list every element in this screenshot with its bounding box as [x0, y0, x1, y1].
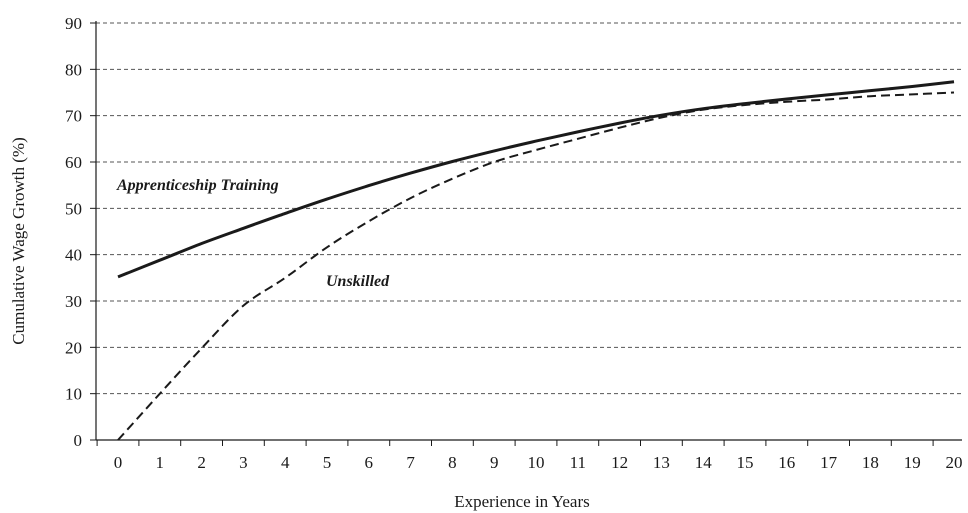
x-tick-label-5: 5 — [323, 453, 332, 472]
x-tick-label-4: 4 — [281, 453, 290, 472]
y-tick-label-70: 70 — [65, 107, 82, 126]
y-tick-label-20: 20 — [65, 338, 82, 357]
y-axis-ticks: 0 10 20 30 40 50 60 70 80 90 — [65, 14, 96, 450]
x-tick-label-11: 11 — [570, 453, 586, 472]
axes — [95, 21, 962, 441]
y-tick-label-10: 10 — [65, 385, 82, 404]
gridlines — [96, 22, 962, 395]
x-tick-label-0: 0 — [114, 453, 123, 472]
x-tick-label-3: 3 — [239, 453, 248, 472]
y-tick-label-40: 40 — [65, 246, 82, 265]
y-tick-label-90: 90 — [65, 14, 82, 33]
x-tick-label-16: 16 — [778, 453, 795, 472]
series-label-unskilled: Unskilled — [326, 273, 390, 290]
y-tick-label-30: 30 — [65, 292, 82, 311]
series-label-apprenticeship-training: Apprenticeship Training — [116, 177, 279, 194]
x-tick-label-7: 7 — [406, 453, 415, 472]
series-line-apprenticeship-training — [117, 80, 955, 279]
y-tick-label-60: 60 — [65, 153, 82, 172]
x-tick-label-8: 8 — [448, 453, 457, 472]
x-tick-label-6: 6 — [365, 453, 374, 472]
x-tick-label-15: 15 — [737, 453, 754, 472]
x-axis-label: Experience in Years — [454, 492, 590, 511]
x-tick-label-18: 18 — [862, 453, 879, 472]
series-line-unskilled — [117, 91, 955, 441]
x-tick-label-19: 19 — [904, 453, 921, 472]
x-axis-ticks: 0 1 2 3 4 5 6 7 8 9 10 11 12 13 14 15 16 17 18 19 20 — [96, 440, 963, 472]
y-tick-label-80: 80 — [65, 60, 82, 79]
x-tick-label-9: 9 — [490, 453, 499, 472]
y-tick-label-0: 0 — [74, 431, 83, 450]
x-tick-label-20: 20 — [946, 453, 963, 472]
x-tick-label-1: 1 — [156, 453, 165, 472]
series-lines — [117, 80, 955, 441]
y-tick-label-50: 50 — [65, 199, 82, 218]
y-axis-label: Cumulative Wage Growth (%) — [9, 137, 28, 344]
x-tick-label-17: 17 — [820, 453, 838, 472]
x-tick-label-12: 12 — [611, 453, 628, 472]
x-tick-label-13: 13 — [653, 453, 670, 472]
x-tick-label-10: 10 — [528, 453, 545, 472]
x-tick-label-2: 2 — [197, 453, 206, 472]
x-tick-label-14: 14 — [695, 453, 713, 472]
